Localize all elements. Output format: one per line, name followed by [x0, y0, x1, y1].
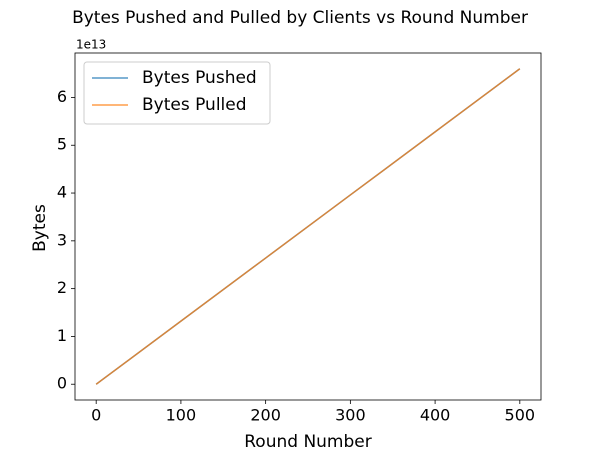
- y-offset-label: 1e13: [76, 38, 106, 52]
- y-tick-label: 5: [57, 135, 67, 154]
- y-tick-label: 3: [57, 230, 67, 249]
- line-series: [95, 68, 521, 385]
- legend-label: Bytes Pulled: [142, 95, 247, 115]
- y-tick-label: 4: [57, 183, 67, 202]
- x-tick-label: 0: [91, 406, 101, 425]
- x-tick-label: 200: [250, 406, 281, 425]
- legend-label: Bytes Pushed: [142, 68, 257, 88]
- y-tick-label: 0: [57, 374, 67, 393]
- x-tick-label: 500: [505, 406, 536, 425]
- plot-frame: [74, 52, 542, 401]
- y-tick-label: 2: [57, 278, 67, 297]
- x-tick-label: 400: [420, 406, 451, 425]
- chart-title: Bytes Pushed and Pulled by Clients vs Ro…: [72, 8, 528, 28]
- y-axis-label: Bytes: [30, 204, 50, 252]
- x-tick-label: 100: [166, 406, 197, 425]
- y-tick-label: 6: [57, 87, 67, 106]
- x-axis-label: Round Number: [244, 432, 371, 450]
- y-tick-label: 1: [57, 326, 67, 345]
- x-tick-label: 300: [335, 406, 366, 425]
- legend-box: [83, 61, 271, 125]
